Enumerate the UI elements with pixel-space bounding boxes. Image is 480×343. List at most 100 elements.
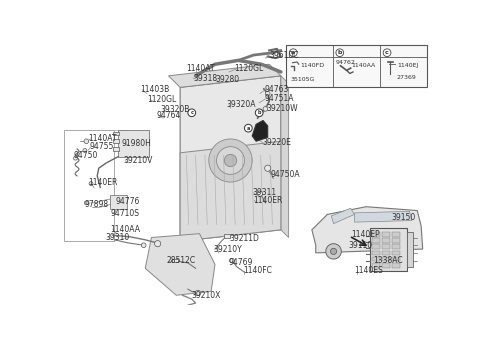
Circle shape — [142, 243, 146, 248]
Circle shape — [289, 49, 297, 57]
Text: 39220E: 39220E — [262, 138, 291, 147]
Circle shape — [398, 241, 413, 257]
Text: 39310: 39310 — [105, 233, 129, 242]
Text: 28512C: 28512C — [167, 256, 196, 265]
Text: 1140EJ: 1140EJ — [397, 63, 419, 68]
Text: 39150: 39150 — [391, 213, 415, 222]
Bar — [372, 257, 380, 261]
Circle shape — [326, 244, 341, 259]
Circle shape — [209, 139, 252, 182]
Circle shape — [155, 240, 161, 247]
Circle shape — [257, 191, 263, 196]
Bar — [393, 257, 400, 261]
Text: a: a — [247, 126, 250, 131]
Text: 39211D: 39211D — [229, 234, 259, 243]
Bar — [372, 238, 380, 243]
Text: 39320B: 39320B — [161, 105, 190, 114]
Text: c: c — [190, 110, 193, 115]
Text: 39210W: 39210W — [266, 104, 298, 113]
Text: 39610C: 39610C — [269, 50, 299, 60]
Polygon shape — [331, 208, 355, 224]
Text: 94763: 94763 — [264, 85, 289, 94]
Text: 39318: 39318 — [193, 74, 217, 83]
Bar — [113, 131, 119, 135]
Text: 94750: 94750 — [74, 151, 98, 161]
Polygon shape — [145, 234, 215, 295]
Circle shape — [216, 147, 244, 174]
Bar — [393, 263, 400, 268]
Circle shape — [230, 258, 234, 263]
Polygon shape — [180, 141, 281, 241]
Bar — [393, 245, 400, 249]
Text: 39210X: 39210X — [192, 291, 221, 300]
Bar — [118, 130, 149, 157]
Polygon shape — [252, 120, 268, 141]
Text: 1140FC: 1140FC — [243, 266, 272, 275]
Text: 1338AC: 1338AC — [373, 256, 403, 265]
Text: 94750A: 94750A — [270, 170, 300, 179]
Text: b: b — [257, 110, 261, 115]
Circle shape — [84, 201, 88, 205]
Text: 1120GL: 1120GL — [147, 95, 177, 104]
Text: 39280: 39280 — [215, 75, 239, 84]
Bar — [383, 238, 390, 243]
Text: 1120GL: 1120GL — [234, 64, 264, 73]
Text: 1140AA: 1140AA — [351, 63, 376, 68]
Circle shape — [265, 91, 270, 96]
Circle shape — [264, 165, 271, 171]
Bar — [407, 232, 413, 267]
Text: 91980H: 91980H — [122, 139, 152, 148]
Text: 94762: 94762 — [336, 60, 356, 65]
Polygon shape — [355, 211, 412, 222]
Text: 11403B: 11403B — [140, 85, 169, 94]
Circle shape — [390, 72, 393, 75]
Text: 39110: 39110 — [348, 241, 372, 250]
Text: 1140ER: 1140ER — [253, 196, 282, 205]
Polygon shape — [312, 207, 423, 253]
Text: a: a — [291, 50, 295, 55]
Text: c: c — [385, 50, 389, 55]
Circle shape — [83, 149, 87, 152]
Circle shape — [188, 109, 196, 117]
Polygon shape — [281, 76, 288, 237]
Circle shape — [89, 182, 93, 186]
Circle shape — [292, 70, 296, 74]
Text: 94710S: 94710S — [110, 209, 139, 218]
Text: 1140ES: 1140ES — [355, 266, 383, 275]
Bar — [393, 238, 400, 243]
Circle shape — [224, 154, 237, 167]
Bar — [372, 245, 380, 249]
Text: 39320A: 39320A — [227, 100, 256, 109]
Circle shape — [403, 246, 409, 252]
Text: 94769: 94769 — [229, 258, 253, 267]
Text: 1140ER: 1140ER — [88, 178, 117, 187]
Text: 39210Y: 39210Y — [214, 245, 242, 253]
Circle shape — [336, 49, 344, 57]
Text: 35105G: 35105G — [290, 77, 314, 82]
Circle shape — [244, 124, 252, 132]
Text: 27369: 27369 — [396, 75, 416, 80]
Text: 94755: 94755 — [89, 142, 114, 151]
Text: 94751A: 94751A — [264, 94, 294, 103]
Bar — [370, 228, 407, 271]
Circle shape — [255, 109, 263, 117]
Bar — [372, 232, 380, 237]
Text: 39311: 39311 — [252, 188, 276, 197]
Bar — [286, 45, 427, 87]
Circle shape — [84, 139, 89, 144]
Circle shape — [73, 156, 77, 160]
Bar — [372, 263, 380, 268]
Bar — [172, 259, 178, 262]
Circle shape — [195, 290, 201, 296]
Bar — [383, 251, 390, 255]
Polygon shape — [168, 64, 281, 87]
Text: b: b — [337, 50, 342, 55]
Circle shape — [258, 111, 262, 116]
Bar — [110, 195, 127, 209]
Circle shape — [330, 248, 336, 255]
Bar — [383, 245, 390, 249]
Bar — [372, 251, 380, 255]
Bar — [383, 263, 390, 268]
Text: 94764: 94764 — [156, 111, 180, 120]
Text: 97898: 97898 — [85, 200, 109, 209]
